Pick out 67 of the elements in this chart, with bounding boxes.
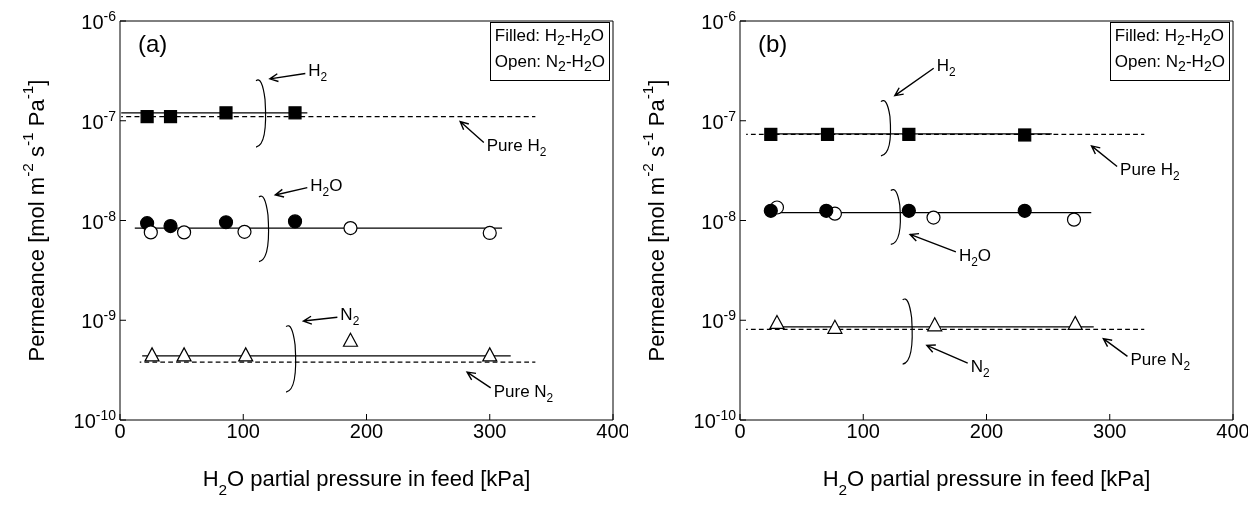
annotation: N$_{2}$	[340, 304, 360, 329]
chart-title: (b)	[758, 30, 788, 58]
annotation: H$_{2}$O	[310, 175, 343, 199]
point	[237, 224, 252, 239]
y-tick-label: 10$^{-6}$	[81, 8, 117, 33]
y-tick-label: 10$^{-9}$	[701, 307, 737, 333]
annotation: Pure H$_{2}$	[1120, 159, 1181, 184]
annotation: Filled: H$_{2}$-H$_{2}$O	[494, 25, 605, 51]
point	[287, 214, 303, 229]
y-tick-label: 10$^{-8}$	[701, 207, 737, 233]
annotation: H$_{2}$	[308, 60, 328, 85]
chart-title: (a)	[138, 30, 168, 58]
x-axis-title: H$_{2}$O partial pressure in feed [kPa]	[822, 466, 1151, 498]
y-tick-label: 10$^{-7}$	[81, 107, 117, 133]
x-tick-label: 0	[734, 420, 746, 442]
y-tick-label: 10$^{-8}$	[81, 207, 117, 233]
x-tick-label: 300	[1093, 420, 1127, 442]
point	[163, 110, 178, 124]
annotation: H$_{2}$O	[958, 245, 992, 269]
point	[163, 218, 178, 234]
x-tick-label: 100	[226, 420, 260, 442]
point	[343, 220, 358, 236]
point	[827, 319, 843, 334]
point	[218, 215, 234, 230]
point	[820, 127, 835, 141]
x-tick-label: 100	[846, 420, 880, 442]
point	[1018, 128, 1032, 142]
x-axis-title: H$_{2}$O partial pressure in feed [kPa]	[202, 466, 531, 498]
point	[143, 225, 158, 240]
x-tick-label: 400	[1216, 420, 1250, 442]
point	[219, 106, 233, 120]
y-tick-label: 10$^{-6}$	[701, 8, 737, 33]
point	[1017, 203, 1032, 218]
point	[763, 203, 778, 218]
annotation: Pure H$_{2}$	[486, 135, 547, 160]
point	[238, 347, 254, 362]
point	[902, 127, 916, 141]
annotation: N$_{2}$	[970, 356, 991, 381]
annotation: Filled: H$_{2}$-H$_{2}$O	[1114, 25, 1225, 51]
point	[901, 203, 916, 218]
annotation: Open: N$_{2}$-H$_{2}$O	[494, 51, 605, 77]
annotation: Pure N$_{2}$	[493, 381, 554, 405]
point	[144, 347, 160, 362]
x-tick-label: 200	[349, 420, 384, 442]
point	[926, 210, 941, 225]
annotation: H$_{2}$	[936, 55, 956, 80]
x-tick-label: 0	[114, 420, 126, 442]
point	[482, 347, 498, 362]
point	[482, 225, 497, 241]
y-tick-label: 10$^{-9}$	[81, 307, 117, 333]
annotation: Pure N$_{2}$	[1130, 349, 1191, 374]
point	[176, 347, 192, 362]
y-tick-label: 10$^{-7}$	[701, 107, 737, 133]
point	[1067, 315, 1083, 330]
point	[342, 332, 359, 347]
annotation: Open: N$_{2}$-H$_{2}$O	[1114, 51, 1225, 77]
point	[819, 203, 834, 218]
x-tick-label: 200	[969, 420, 1004, 442]
point	[769, 314, 785, 330]
x-tick-label: 300	[473, 420, 507, 442]
point	[288, 106, 302, 120]
point	[1066, 212, 1082, 227]
point	[140, 110, 154, 124]
point	[927, 317, 943, 332]
point	[176, 225, 192, 240]
x-tick-label: 400	[596, 420, 630, 442]
point	[764, 127, 778, 141]
